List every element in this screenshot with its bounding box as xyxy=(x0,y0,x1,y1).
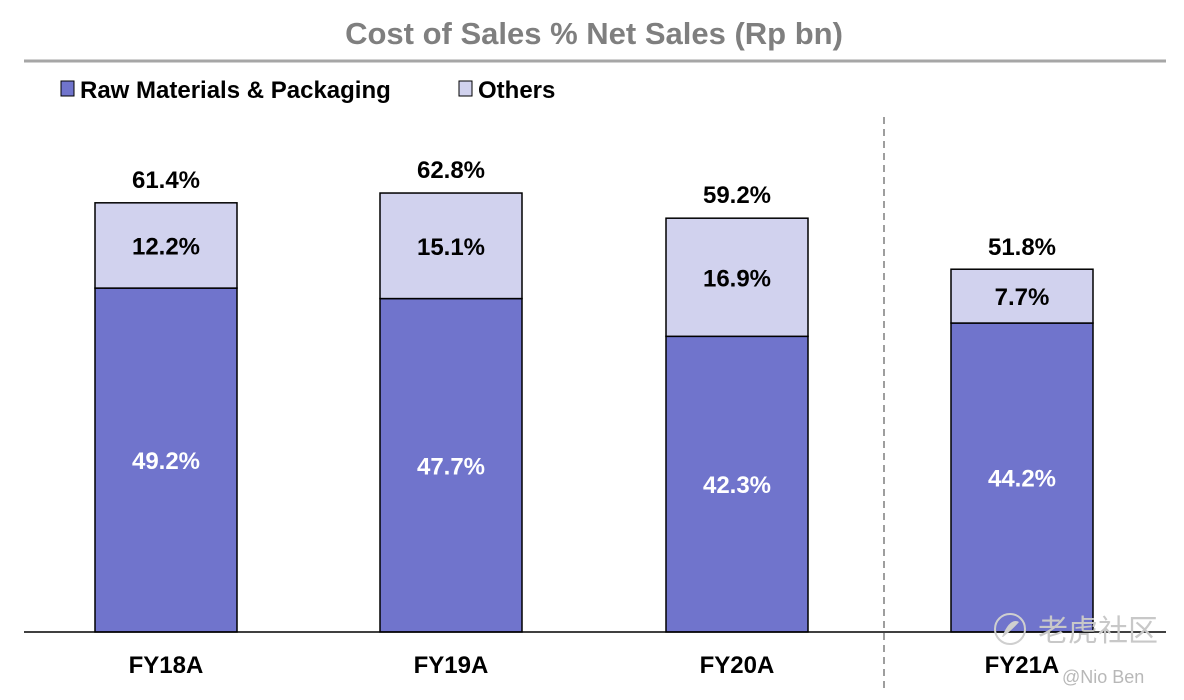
total-label-fy18a: 61.4% xyxy=(132,167,200,194)
x-tick-fy20a: FY20A xyxy=(700,652,775,679)
bars-group xyxy=(94,192,1094,633)
data-label-fy21a-others: 7.7% xyxy=(995,284,1050,311)
bar-fy20a-raw-materials xyxy=(665,335,809,633)
x-tick-fy21a: FY21A xyxy=(985,652,1060,679)
watermark-author: @Nio Ben xyxy=(1062,667,1144,687)
legend: Raw Materials & Packaging Others xyxy=(60,77,555,104)
x-axis-ticks: FY18A FY19A FY20A FY21A xyxy=(129,652,1060,679)
data-label-fy20a-others: 16.9% xyxy=(703,265,771,292)
x-tick-fy18a: FY18A xyxy=(129,652,204,679)
legend-label-others: Others xyxy=(478,77,555,104)
bar-fy20a-others xyxy=(665,217,809,338)
labels-group: 49.2% 12.2% 61.4% 47.7% 15.1% 62.8% 42.3% 16.9%… xyxy=(132,157,1056,499)
data-label-fy21a-raw-materials: 44.2% xyxy=(988,466,1056,493)
data-label-fy18a-others: 12.2% xyxy=(132,233,200,260)
bar-fy21a-others xyxy=(950,268,1094,324)
watermark: 老虎社区 @Nio Ben xyxy=(994,613,1158,687)
data-label-fy19a-raw-materials: 47.7% xyxy=(417,453,485,480)
data-label-fy20a-raw-materials: 42.3% xyxy=(703,472,771,499)
total-label-fy20a: 59.2% xyxy=(703,182,771,209)
legend-swatch-others xyxy=(458,80,473,97)
watermark-text: 老虎社区 xyxy=(1038,615,1158,648)
watermark-logo-icon xyxy=(994,613,1026,645)
bar-fy18a-others xyxy=(94,202,238,289)
data-label-fy18a-raw-materials: 49.2% xyxy=(132,448,200,475)
bar-fy21a-raw-materials xyxy=(950,322,1094,633)
data-label-fy19a-others: 15.1% xyxy=(417,234,485,261)
total-label-fy19a: 62.8% xyxy=(417,157,485,184)
legend-label-raw-materials: Raw Materials & Packaging xyxy=(80,77,391,104)
legend-swatch-raw-materials xyxy=(60,80,75,97)
chart-title: Cost of Sales % Net Sales (Rp bn) xyxy=(345,16,843,51)
bar-fy19a-others xyxy=(379,192,523,300)
total-label-fy21a: 51.8% xyxy=(988,234,1056,261)
x-tick-fy19a: FY19A xyxy=(414,652,489,679)
